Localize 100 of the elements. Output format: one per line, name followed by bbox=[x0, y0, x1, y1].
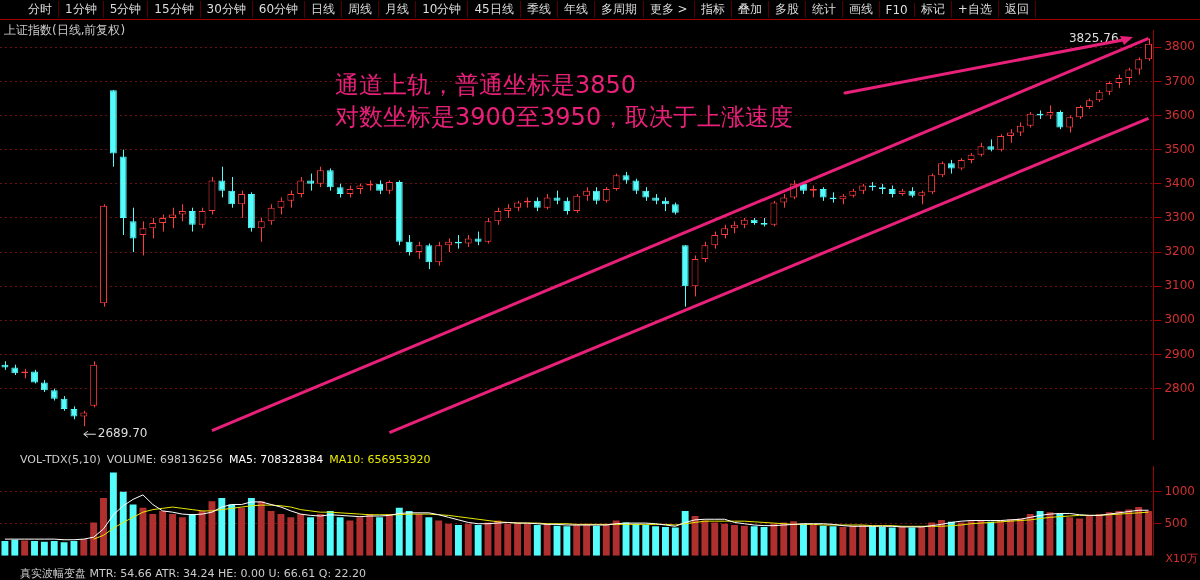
candlestick bbox=[326, 167, 334, 192]
bar bbox=[987, 521, 995, 556]
candlestick bbox=[228, 176, 236, 209]
bar bbox=[188, 514, 196, 556]
bar bbox=[11, 539, 19, 556]
text: 5分钟 bbox=[103, 1, 149, 18]
bar bbox=[1046, 512, 1054, 556]
bar bbox=[228, 504, 236, 556]
bar bbox=[780, 522, 788, 556]
bar bbox=[257, 501, 265, 556]
bar bbox=[878, 526, 886, 556]
bar bbox=[336, 517, 344, 556]
text: 季线 bbox=[520, 1, 558, 18]
bar bbox=[1056, 514, 1064, 556]
bar bbox=[612, 520, 620, 556]
bar bbox=[1026, 514, 1034, 556]
bar bbox=[819, 525, 827, 556]
bar bbox=[267, 510, 275, 556]
bar bbox=[997, 520, 1005, 556]
text: 月线 bbox=[379, 1, 417, 18]
bar bbox=[947, 521, 955, 556]
text: 日线 bbox=[305, 1, 343, 18]
bar bbox=[395, 507, 403, 556]
annotation: VOLUME: 698136256 bbox=[106, 453, 223, 466]
text: 年线 bbox=[557, 1, 595, 18]
bar bbox=[326, 510, 334, 556]
bar bbox=[445, 523, 453, 556]
bar bbox=[1036, 510, 1044, 556]
bar bbox=[129, 504, 137, 556]
bar bbox=[721, 523, 729, 556]
bar bbox=[662, 526, 669, 556]
text: 10分钟 bbox=[416, 1, 469, 18]
bar bbox=[800, 523, 807, 556]
text: 指标 bbox=[694, 1, 732, 18]
bar bbox=[1105, 512, 1113, 556]
bar bbox=[632, 523, 640, 556]
chart-title: VOL-TDX(5,10) bbox=[20, 453, 101, 466]
annotation: 对数坐标是3900至3950，取决于上涨速度 bbox=[335, 103, 794, 132]
candlestick bbox=[149, 217, 157, 239]
bar bbox=[100, 498, 107, 556]
bar bbox=[198, 510, 206, 556]
y-tick-label: 3700 bbox=[1164, 73, 1196, 88]
text: 60分钟 bbox=[252, 1, 306, 18]
bar bbox=[297, 514, 305, 556]
bar bbox=[957, 522, 965, 556]
bar bbox=[169, 514, 176, 556]
text: 返回 bbox=[998, 1, 1036, 18]
bar bbox=[159, 510, 167, 556]
annotation: MA5: 708328384 bbox=[228, 453, 324, 466]
bar bbox=[1125, 509, 1133, 556]
bar bbox=[1095, 514, 1103, 556]
y-tick-label: 3800 bbox=[1164, 39, 1196, 54]
bar bbox=[869, 526, 876, 556]
candlestick bbox=[701, 241, 709, 263]
bar bbox=[888, 527, 896, 556]
bar bbox=[731, 525, 738, 556]
bar bbox=[109, 472, 117, 556]
bar bbox=[1016, 518, 1024, 556]
candlestick bbox=[770, 200, 778, 227]
text: 叠加 bbox=[731, 1, 769, 18]
bar bbox=[31, 541, 38, 556]
bar bbox=[454, 525, 462, 556]
bar bbox=[809, 525, 817, 556]
y-tick-label: 3400 bbox=[1164, 175, 1196, 190]
y-tick-label: 500 bbox=[1164, 515, 1188, 530]
bar bbox=[593, 525, 600, 556]
annotation: 通道上轨，普通坐标是3850 bbox=[335, 71, 637, 100]
y-tick-label: 3300 bbox=[1164, 210, 1196, 225]
text: 周线 bbox=[342, 1, 380, 18]
bar bbox=[523, 523, 531, 556]
bar bbox=[435, 520, 443, 556]
bar bbox=[40, 541, 48, 556]
y-tick-label: 3500 bbox=[1164, 141, 1196, 156]
bar bbox=[967, 521, 975, 556]
bar bbox=[1145, 510, 1152, 556]
bar bbox=[839, 526, 847, 556]
candlestick bbox=[928, 173, 936, 195]
bar bbox=[1007, 519, 1014, 556]
y-tick-label: 3200 bbox=[1164, 244, 1196, 259]
candlestick bbox=[129, 207, 137, 253]
annotation: 3825.76 bbox=[1068, 30, 1119, 45]
text: 1分钟 bbox=[59, 1, 104, 18]
candlestick bbox=[188, 207, 196, 233]
bar bbox=[494, 520, 502, 556]
bar bbox=[464, 523, 472, 556]
y-tick-label: 2900 bbox=[1164, 346, 1196, 361]
bar bbox=[918, 526, 926, 556]
y-tick-label: 3100 bbox=[1164, 278, 1196, 293]
y-tick-label: 3600 bbox=[1164, 107, 1196, 122]
bar bbox=[602, 524, 610, 556]
bar bbox=[701, 520, 709, 556]
annotation: 2689.70 bbox=[97, 426, 148, 441]
bar bbox=[247, 498, 255, 556]
bar bbox=[80, 539, 88, 556]
bar bbox=[740, 525, 748, 556]
bar bbox=[711, 522, 719, 556]
candlestick bbox=[425, 243, 433, 270]
bar bbox=[533, 525, 541, 556]
candlestick bbox=[573, 193, 581, 214]
y-axis-title: X10万 bbox=[1165, 551, 1198, 566]
